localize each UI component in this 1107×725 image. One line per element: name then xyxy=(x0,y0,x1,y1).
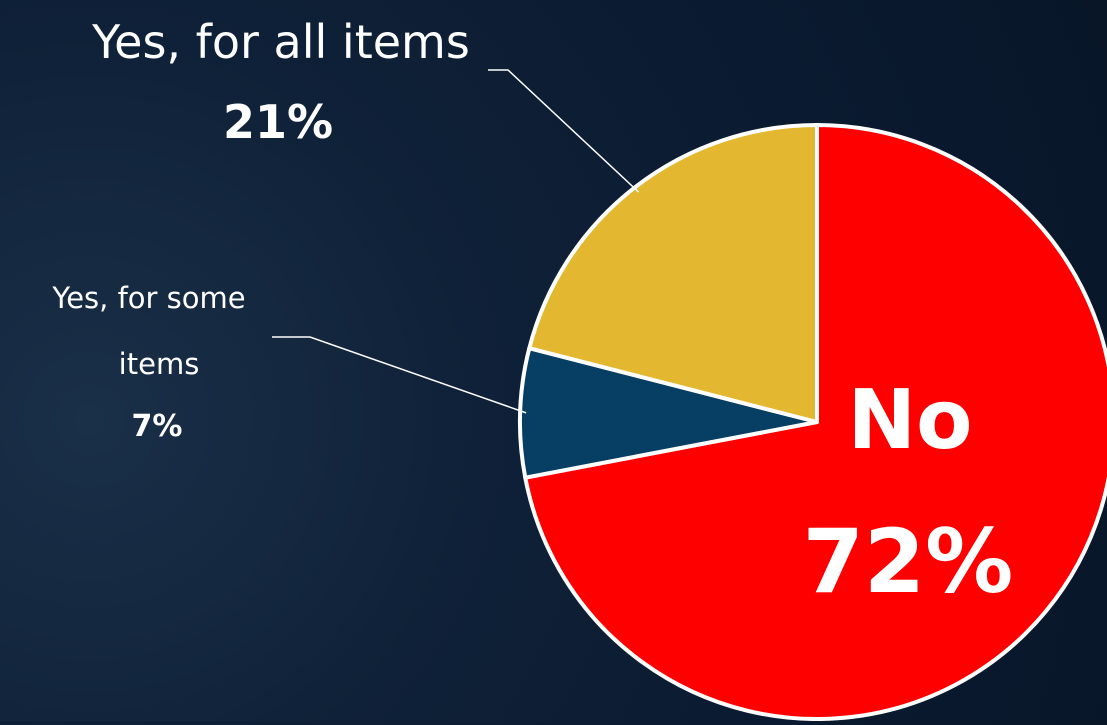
slice-value-some: 7% xyxy=(132,409,183,444)
leader-line-some-items xyxy=(272,336,527,414)
leader-lines xyxy=(272,69,640,414)
slice-label-some-line1: Yes, for some xyxy=(51,281,245,315)
slice-yes-all-items xyxy=(527,123,819,424)
pie-slices xyxy=(518,123,1107,721)
slice-label-some-line2: items xyxy=(119,347,200,381)
leader-line-all-items xyxy=(488,69,640,193)
slice-labels: No 72% Yes, for some items 7% Yes, for a… xyxy=(51,15,1013,613)
slice-label-no: No xyxy=(848,373,973,468)
slice-yes-some-items xyxy=(518,346,819,480)
slice-no xyxy=(523,123,1107,721)
slice-value-all: 21% xyxy=(223,95,333,149)
slice-label-all: Yes, for all items xyxy=(91,15,470,69)
slice-value-no: 72% xyxy=(803,510,1014,613)
